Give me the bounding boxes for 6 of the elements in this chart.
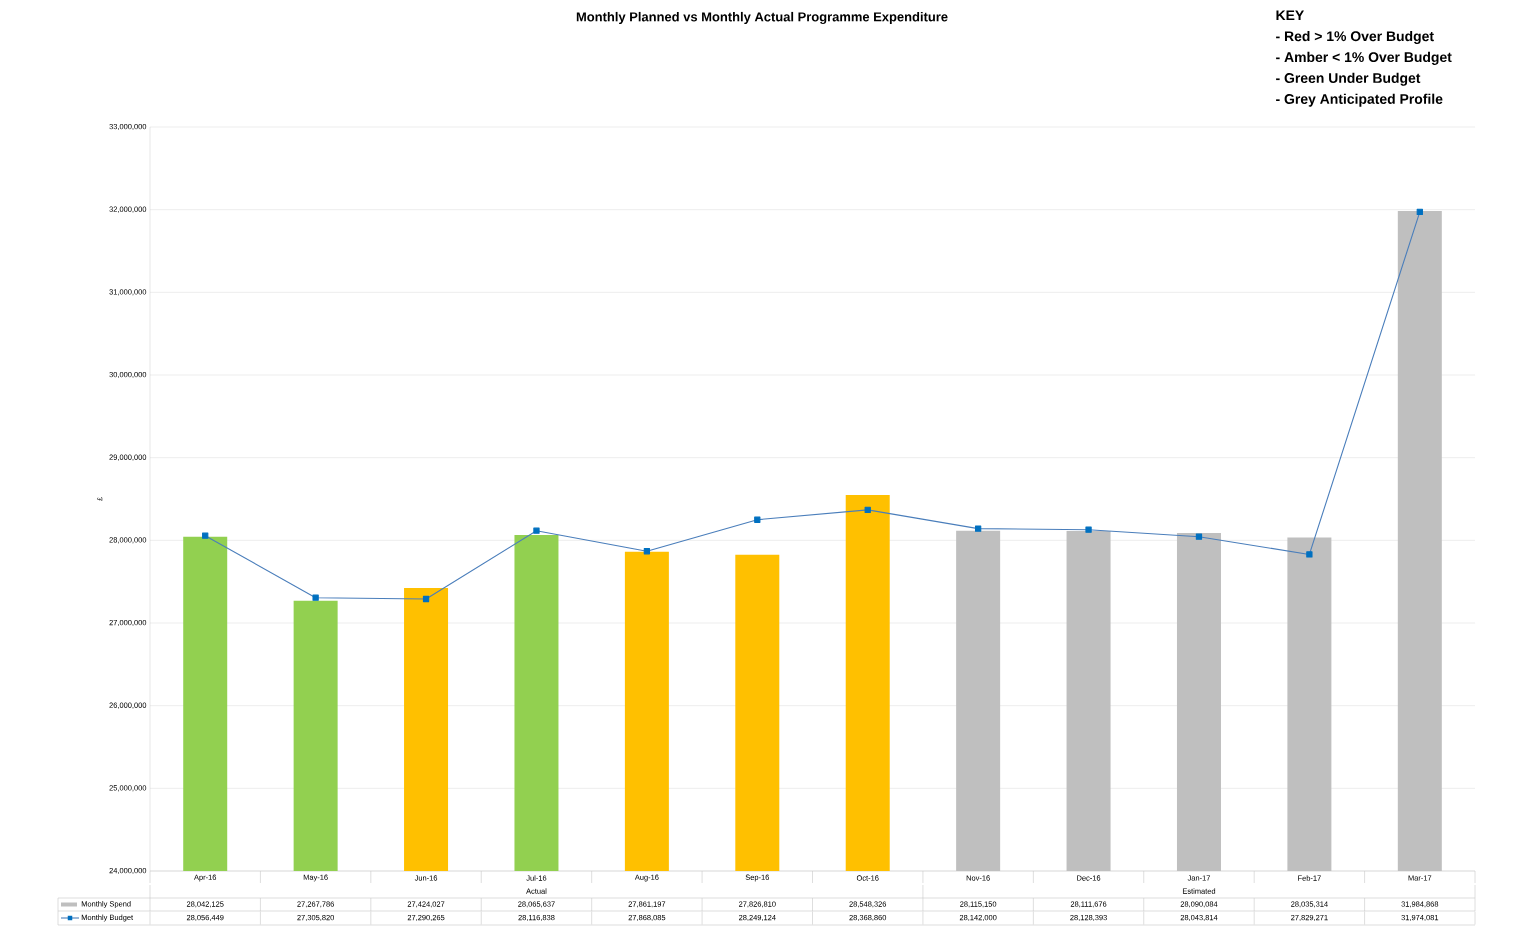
text: - Grey Anticipated Profile	[1276, 93, 1443, 107]
chart-title: Monthly Planned vs Monthly Actual Programme Expenditure	[576, 11, 948, 25]
text: - Green Under Budget	[1276, 72, 1421, 86]
text: - Red > 1% Over Budget	[1276, 30, 1434, 44]
text: KEY	[1276, 10, 1304, 21]
text: - Amber < 1% Over Budget	[1276, 51, 1452, 65]
